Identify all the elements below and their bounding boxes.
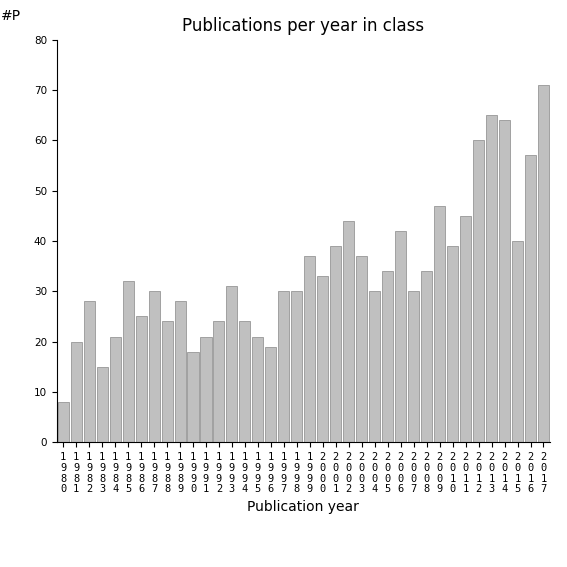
Bar	[408, 291, 419, 442]
Bar	[188, 352, 198, 442]
Bar	[304, 256, 315, 442]
Bar	[434, 206, 445, 442]
Bar	[318, 276, 328, 442]
Bar	[175, 302, 185, 442]
Bar	[252, 337, 264, 442]
X-axis label: Publication year: Publication year	[247, 500, 359, 514]
Bar	[201, 337, 211, 442]
Bar	[447, 246, 458, 442]
Bar	[499, 120, 510, 442]
Bar	[226, 286, 238, 442]
Bar	[96, 367, 108, 442]
Title: Publications per year in class: Publications per year in class	[182, 18, 425, 35]
Bar	[291, 291, 302, 442]
Bar	[343, 221, 354, 442]
Bar	[213, 321, 225, 442]
Bar	[486, 115, 497, 442]
Bar	[538, 85, 549, 442]
Bar	[395, 231, 406, 442]
Bar	[162, 321, 172, 442]
Text: #P: #P	[1, 9, 22, 23]
Bar	[71, 341, 82, 442]
Bar	[149, 291, 159, 442]
Bar	[265, 346, 276, 442]
Bar	[460, 216, 471, 442]
Bar	[109, 337, 121, 442]
Bar	[122, 281, 134, 442]
Bar	[58, 402, 69, 442]
Bar	[84, 302, 95, 442]
Bar	[382, 271, 393, 442]
Bar	[278, 291, 289, 442]
Bar	[421, 271, 432, 442]
Bar	[369, 291, 380, 442]
Bar	[512, 241, 523, 442]
Bar	[136, 316, 147, 442]
Bar	[525, 155, 536, 442]
Bar	[473, 141, 484, 442]
Bar	[239, 321, 251, 442]
Bar	[331, 246, 341, 442]
Bar	[356, 256, 367, 442]
